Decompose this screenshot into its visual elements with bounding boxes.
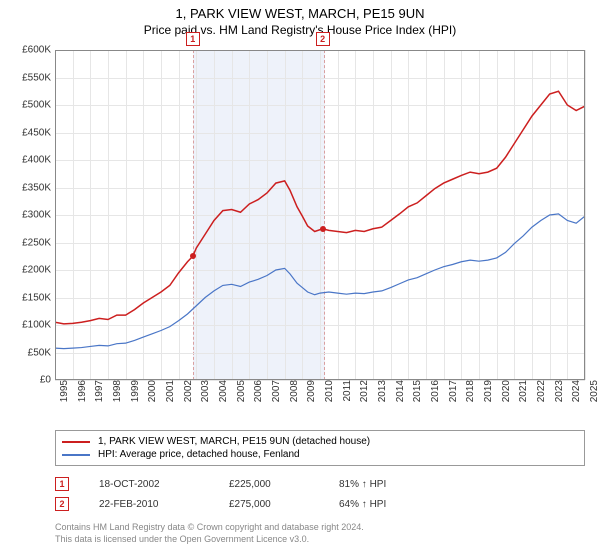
x-axis-label: 2025 [585, 380, 600, 402]
sale-marker-1: 1 [186, 32, 200, 46]
series-line-price_paid [55, 91, 585, 324]
x-axis-label: 2003 [196, 380, 211, 402]
sale-marker-2: 2 [316, 32, 330, 46]
x-axis-label: 2013 [373, 380, 388, 402]
sale-row: 2 22-FEB-2010 £275,000 64% ↑ HPI [55, 494, 585, 514]
x-axis-label: 2015 [408, 380, 423, 402]
legend-swatch [62, 454, 90, 456]
x-axis-label: 2001 [161, 380, 176, 402]
sale-point-1 [190, 253, 196, 259]
footer-attribution: Contains HM Land Registry data © Crown c… [55, 522, 585, 545]
x-axis-label: 2020 [497, 380, 512, 402]
y-axis-label: £400K [1, 155, 55, 166]
sale-row-marker: 2 [55, 497, 69, 511]
x-axis-label: 2014 [391, 380, 406, 402]
plot-svg [55, 50, 585, 380]
y-axis-label: £50K [1, 347, 55, 358]
footer-line-2: This data is licensed under the Open Gov… [55, 534, 585, 546]
y-axis-label: £550K [1, 72, 55, 83]
legend-swatch [62, 441, 90, 443]
legend-box: 1, PARK VIEW WEST, MARCH, PE15 9UN (deta… [55, 430, 585, 466]
sale-date: 22-FEB-2010 [99, 499, 199, 510]
x-axis-label: 1998 [108, 380, 123, 402]
x-axis-label: 2018 [461, 380, 476, 402]
y-axis-label: £200K [1, 265, 55, 276]
series-line-hpi [55, 214, 585, 349]
x-axis-label: 2011 [338, 380, 353, 402]
legend-label: 1, PARK VIEW WEST, MARCH, PE15 9UN (deta… [98, 436, 370, 447]
x-axis-label: 2007 [267, 380, 282, 402]
chart-title: 1, PARK VIEW WEST, MARCH, PE15 9UN [0, 0, 600, 21]
sale-price: £275,000 [229, 499, 309, 510]
x-axis-label: 1997 [90, 380, 105, 402]
chart-plot-area: £0£50K£100K£150K£200K£250K£300K£350K£400… [55, 50, 585, 380]
x-axis-label: 2016 [426, 380, 441, 402]
y-axis-label: £450K [1, 127, 55, 138]
x-axis-label: 2022 [532, 380, 547, 402]
x-axis-label: 1995 [55, 380, 70, 402]
x-axis-label: 2017 [444, 380, 459, 402]
sales-list: 1 18-OCT-2002 £225,000 81% ↑ HPI 2 22-FEB-201… [55, 474, 585, 514]
sale-point-2 [320, 226, 326, 232]
y-axis-label: £350K [1, 182, 55, 193]
x-axis-label: 2023 [550, 380, 565, 402]
legend-row: 1, PARK VIEW WEST, MARCH, PE15 9UN (deta… [62, 435, 578, 448]
legend-label: HPI: Average price, detached house, Fenl… [98, 449, 300, 460]
x-axis-label: 2012 [355, 380, 370, 402]
footer-line-1: Contains HM Land Registry data © Crown c… [55, 522, 585, 534]
x-axis-label: 2024 [567, 380, 582, 402]
sale-hpi: 81% ↑ HPI [339, 479, 439, 490]
chart-subtitle: Price paid vs. HM Land Registry's House … [0, 23, 600, 37]
y-axis-label: £600K [1, 45, 55, 56]
x-axis-label: 2008 [285, 380, 300, 402]
x-axis-label: 2000 [143, 380, 158, 402]
sale-row-marker: 1 [55, 477, 69, 491]
x-axis-label: 1999 [126, 380, 141, 402]
x-axis-label: 2019 [479, 380, 494, 402]
x-axis-label: 2005 [232, 380, 247, 402]
y-axis-label: £150K [1, 292, 55, 303]
x-axis-label: 2021 [514, 380, 529, 402]
sale-hpi: 64% ↑ HPI [339, 499, 439, 510]
sale-row: 1 18-OCT-2002 £225,000 81% ↑ HPI [55, 474, 585, 494]
legend-row: HPI: Average price, detached house, Fenl… [62, 448, 578, 461]
x-axis-label: 2006 [249, 380, 264, 402]
y-axis-label: £250K [1, 237, 55, 248]
y-axis-label: £300K [1, 210, 55, 221]
legend-section: 1, PARK VIEW WEST, MARCH, PE15 9UN (deta… [55, 430, 585, 545]
x-axis-label: 2002 [179, 380, 194, 402]
x-axis-label: 2004 [214, 380, 229, 402]
grid-line-vertical [585, 50, 586, 380]
y-axis-label: £0 [1, 375, 55, 386]
y-axis-label: £100K [1, 320, 55, 331]
sale-date: 18-OCT-2002 [99, 479, 199, 490]
x-axis-label: 2009 [302, 380, 317, 402]
y-axis-label: £500K [1, 100, 55, 111]
x-axis-label: 1996 [73, 380, 88, 402]
x-axis-label: 2010 [320, 380, 335, 402]
chart-container: 1, PARK VIEW WEST, MARCH, PE15 9UN Price… [0, 0, 600, 560]
sale-price: £225,000 [229, 479, 309, 490]
